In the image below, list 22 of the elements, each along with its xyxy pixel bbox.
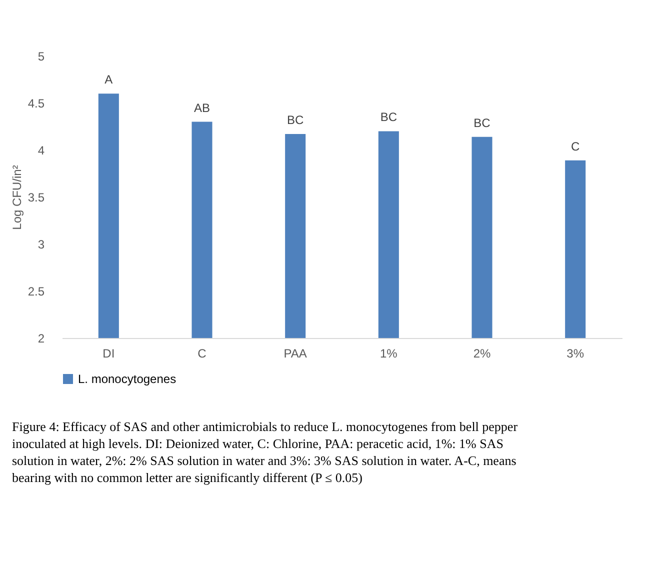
annotation: BC [286, 113, 304, 128]
x-tick-label: PAA [284, 346, 307, 360]
y-tick-label: 5 [38, 50, 45, 64]
y-tick-label: 2 [38, 332, 45, 346]
y-tick-label: 2.5 [28, 284, 45, 298]
annotation: C [570, 139, 580, 154]
caption: Figure 4: Efficacy of SAS and other antimicrobials to reduce L. monocytogenes from bell pepper inoculated at high levels. DI: Deionized water, C: Chlorine, PAA: peracetic acid, 1%: 1% SAS solution in water, 2%: 2% SAS solution in water and 3%: 3% SAS solution in water. A-C, means bearing with no common letter are significantly different (P ≤ 0.05) [12, 419, 518, 485]
x-tick-label: C [198, 346, 207, 360]
y-tick-label: 4.5 [28, 96, 45, 110]
x-tick-label: 3% [566, 346, 584, 360]
annotation: A [104, 72, 113, 87]
annotation: BC [380, 110, 398, 124]
y-tick-label: 3 [38, 238, 45, 252]
annotation: AB [194, 100, 210, 115]
x-tick-label: 1% [380, 346, 398, 360]
x-tick-label: 2% [473, 346, 491, 360]
legend-label: L. monocytogenes [78, 372, 176, 386]
y-tick-label: 4 [38, 144, 45, 158]
y-tick-label: 3.5 [28, 190, 45, 204]
annotation: BC [474, 116, 491, 130]
x-tick-label: DI [102, 346, 115, 360]
y-axis-title: Log CFU/in² [10, 165, 24, 230]
